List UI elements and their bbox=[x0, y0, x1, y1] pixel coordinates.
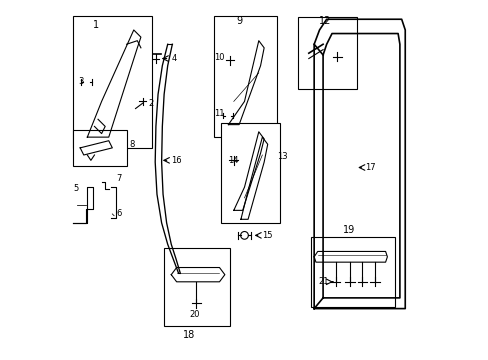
Text: 5: 5 bbox=[73, 184, 78, 193]
Text: 16: 16 bbox=[171, 156, 182, 165]
Text: 20: 20 bbox=[189, 310, 199, 319]
Text: 4: 4 bbox=[171, 54, 176, 63]
Text: 6: 6 bbox=[116, 210, 121, 219]
Text: 17: 17 bbox=[365, 163, 375, 172]
Bar bbox=[298, 18, 356, 89]
Bar bbox=[73, 16, 151, 148]
Text: 9: 9 bbox=[236, 16, 243, 26]
Text: 12: 12 bbox=[318, 16, 330, 26]
Text: 2: 2 bbox=[148, 99, 153, 108]
Text: 15: 15 bbox=[262, 231, 272, 240]
Text: 18: 18 bbox=[183, 330, 195, 341]
Text: 11: 11 bbox=[214, 109, 224, 118]
Bar bbox=[164, 248, 230, 327]
Text: 8: 8 bbox=[129, 140, 134, 149]
Bar bbox=[73, 130, 126, 166]
Text: 21: 21 bbox=[317, 277, 328, 286]
Text: 19: 19 bbox=[343, 225, 355, 235]
Text: 10: 10 bbox=[214, 53, 224, 62]
Bar bbox=[214, 16, 276, 137]
Text: 1: 1 bbox=[93, 19, 99, 30]
Text: 14: 14 bbox=[227, 156, 238, 165]
Text: 13: 13 bbox=[276, 152, 286, 161]
Text: 7: 7 bbox=[116, 174, 121, 183]
Bar bbox=[221, 123, 280, 223]
Bar bbox=[310, 237, 394, 307]
Text: 3: 3 bbox=[78, 77, 83, 86]
